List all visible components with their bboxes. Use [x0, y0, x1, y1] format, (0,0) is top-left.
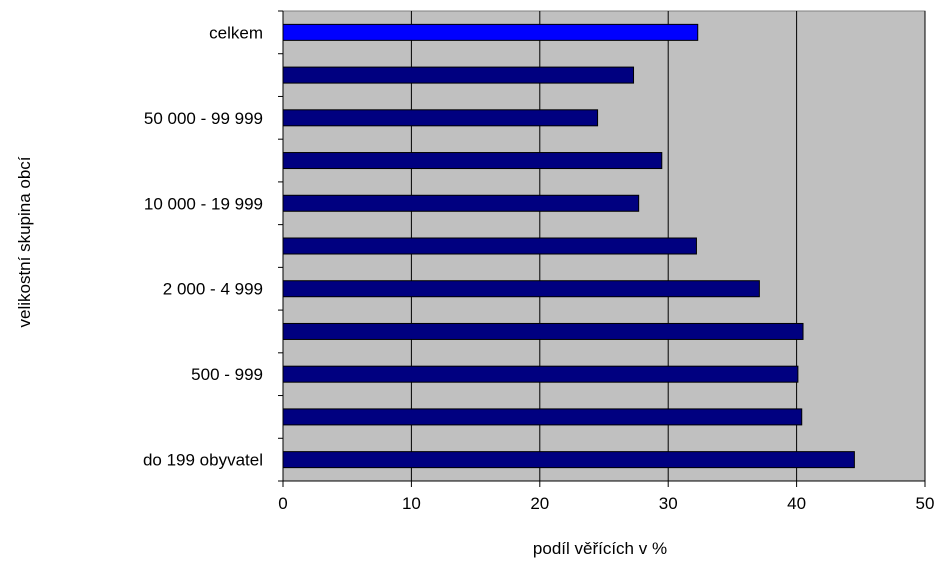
x-axis-title: podíl věřících v %	[533, 539, 667, 558]
x-tick-label: 10	[402, 494, 421, 513]
x-tick-labels: 0 10 20 30 40 50	[278, 494, 934, 513]
x-tick-label: 0	[278, 494, 287, 513]
bar	[282, 23, 699, 41]
y-tick-label: 10 000 - 19 999	[144, 194, 263, 213]
x-tick-label: 40	[787, 494, 806, 513]
y-tick-label: 500 - 999	[191, 365, 263, 384]
x-tick-label: 50	[916, 494, 935, 513]
y-tick-label: 50 000 - 99 999	[144, 109, 263, 128]
bar	[282, 152, 663, 170]
axes	[278, 10, 926, 487]
bar	[282, 365, 799, 383]
bar	[282, 66, 635, 84]
bar	[282, 109, 599, 127]
bar	[282, 451, 855, 469]
x-tick-label: 20	[530, 494, 549, 513]
bar	[282, 322, 804, 340]
y-tick-label: 2 000 - 4 999	[163, 280, 263, 299]
bars	[282, 23, 855, 469]
y-tick-label: celkem	[209, 23, 263, 42]
y-tick-label: do 199 obyvatel	[143, 451, 263, 470]
bar	[282, 280, 760, 298]
bar	[282, 237, 697, 255]
y-tick-labels: do 199 obyvatel 500 - 999 2 000 - 4 999 10 …	[143, 23, 263, 469]
bar	[282, 194, 640, 212]
x-tick-label: 30	[659, 494, 678, 513]
y-axis-title: velikostní skupina obcí	[15, 156, 34, 327]
bar	[282, 408, 803, 426]
